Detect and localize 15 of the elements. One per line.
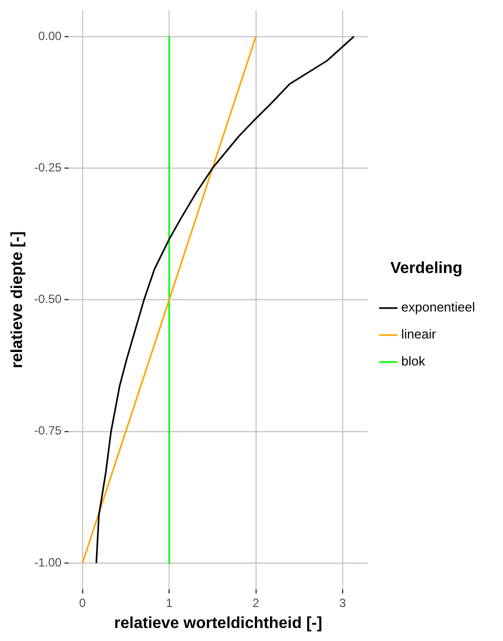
x-tick-label: 1 xyxy=(166,596,173,610)
legend-label: lineair xyxy=(401,326,437,342)
y-axis-title: relatieve diepte [-] xyxy=(9,231,26,368)
y-tick-label: -0.25 xyxy=(34,160,62,174)
y-tick-label: -1.00 xyxy=(34,555,62,570)
x-tick-label: 2 xyxy=(252,596,260,610)
x-axis-title: relatieve worteldichtheid [-] xyxy=(114,614,322,632)
legend-label: blok xyxy=(401,354,426,369)
legend-label: exponentieel xyxy=(401,300,476,315)
x-tick-label: 0 xyxy=(79,596,86,610)
y-tick-label: 0.00 xyxy=(38,28,62,43)
y-tick-label: -0.50 xyxy=(34,292,62,306)
legend-title: Verdeling xyxy=(390,260,462,277)
y-tick-label: -0.75 xyxy=(34,424,62,438)
x-tick-label: 3 xyxy=(339,596,346,610)
